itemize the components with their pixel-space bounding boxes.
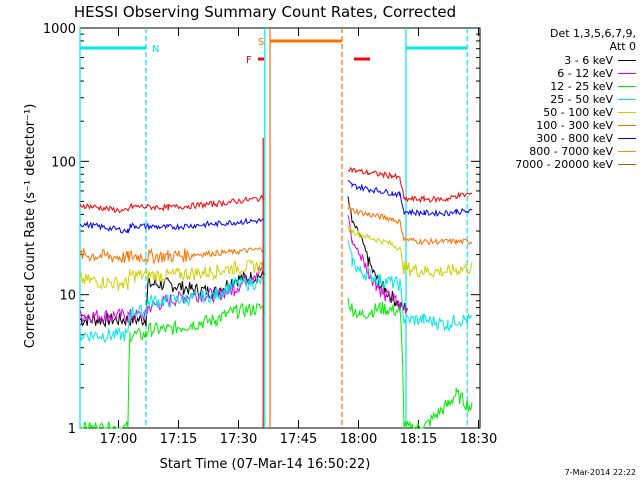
legend-label: 12 - 25 keV xyxy=(550,80,613,93)
plot-frame xyxy=(79,27,481,429)
legend-label: 50 - 100 keV xyxy=(543,106,613,119)
legend-swatch xyxy=(618,151,636,152)
x-tick-label-2: 17:30 xyxy=(220,432,257,447)
series-line-9 xyxy=(79,166,473,214)
legend-label: 300 - 800 keV xyxy=(536,132,613,145)
legend-item: 6 - 12 keV xyxy=(557,67,636,80)
y-tick-label-0: 1 xyxy=(68,422,76,437)
legend-item: 25 - 50 keV xyxy=(550,93,636,106)
x-tick-label-1: 17:15 xyxy=(160,432,197,447)
legend-item: 7000 - 20000 keV xyxy=(515,158,636,171)
series-line-4 xyxy=(79,225,473,291)
legend-label: 3 - 6 keV xyxy=(564,54,613,67)
x-tick-label-4: 18:00 xyxy=(340,432,377,447)
legend-swatch xyxy=(618,99,636,100)
legend-header-2: Att 0 xyxy=(609,40,636,53)
legend-swatch xyxy=(618,86,636,87)
legend-swatch xyxy=(618,73,636,74)
flag-label-S: S xyxy=(258,37,264,48)
legend-item: 50 - 100 keV xyxy=(543,106,636,119)
legend-label: 800 - 7000 keV xyxy=(529,145,613,158)
y-tick-label-1: 10 xyxy=(59,289,76,304)
legend-item: 300 - 800 keV xyxy=(536,132,636,145)
series-line-6 xyxy=(79,179,473,234)
plot-area: 17:00 17:15 17:30 17:45 18:00 18:15 18:30 1 10 10… xyxy=(43,22,497,447)
series-line-3 xyxy=(79,239,473,343)
y-axis-label: Corrected Count Rate (s⁻¹ detector⁻¹) xyxy=(23,104,38,349)
legend-header-1: Det 1,3,5,6,7,9, xyxy=(549,27,636,40)
x-axis-label: Start Time (07-Mar-14 16:50:22) xyxy=(160,457,371,472)
legend-item: 100 - 300 keV xyxy=(536,119,636,132)
chart-title: HESSI Observing Summary Count Rates, Cor… xyxy=(74,3,456,21)
y-tick-label-3: 1000 xyxy=(43,22,76,37)
x-tick-label-0: 17:00 xyxy=(100,432,137,447)
legend-label: 100 - 300 keV xyxy=(536,119,613,132)
x-tick-label-3: 17:45 xyxy=(280,432,317,447)
timestamp: 7-Mar-2014 22:22 xyxy=(564,468,636,477)
x-tick-label-6: 18:30 xyxy=(460,432,497,447)
legend-swatch xyxy=(618,112,636,113)
legend-label: 7000 - 20000 keV xyxy=(515,158,613,171)
y-tick-label-2: 100 xyxy=(51,155,76,170)
legend-swatch xyxy=(618,125,636,126)
legend-swatch xyxy=(618,164,636,165)
legend-label: 25 - 50 keV xyxy=(550,93,613,106)
flag-label-F: F xyxy=(246,55,252,66)
flag-label-N: N xyxy=(152,44,159,55)
x-tick-label-5: 18:15 xyxy=(400,432,437,447)
legend-swatch xyxy=(618,138,636,139)
legend-swatch xyxy=(618,60,636,61)
legend-item: 800 - 7000 keV xyxy=(529,145,636,158)
legend-label: 6 - 12 keV xyxy=(557,67,613,80)
legend-item: 3 - 6 keV xyxy=(564,54,636,67)
series-line-2 xyxy=(79,297,473,430)
legend-item: 12 - 25 keV xyxy=(550,80,636,93)
series-line-5 xyxy=(79,204,473,265)
